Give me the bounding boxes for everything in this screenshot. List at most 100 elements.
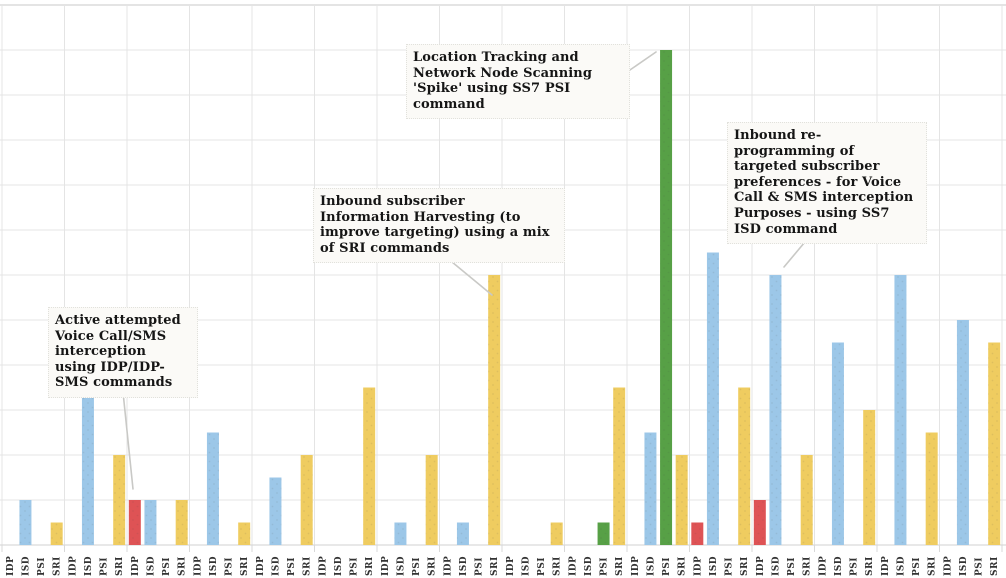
bar-texture-sri-group15 bbox=[925, 432, 938, 545]
x-axis-label-sri-group13: SRI bbox=[803, 556, 813, 576]
x-axis-label-sri-group7: SRI bbox=[428, 556, 438, 576]
x-axis-label-sri-group16: SRI bbox=[990, 556, 1000, 576]
x-axis-label-psi-group4: PSI bbox=[225, 557, 235, 576]
x-axis-label-isd-group10: ISD bbox=[584, 556, 594, 576]
x-axis-label-sri-group4: SRI bbox=[240, 556, 250, 576]
x-axis-label-psi-group2: PSI bbox=[100, 557, 110, 576]
x-axis-label-psi-group15: PSI bbox=[912, 557, 922, 576]
annotation-sri-harvest: Inbound subscriber Information Harvestin… bbox=[313, 188, 565, 264]
x-axis-label-psi-group7: PSI bbox=[412, 557, 422, 576]
x-axis-label-sri-group10: SRI bbox=[615, 556, 625, 576]
x-axis-label-psi-group12: PSI bbox=[725, 557, 735, 576]
x-axis-label-isd-group4: ISD bbox=[209, 556, 219, 576]
bar-texture-sri-group9 bbox=[550, 522, 563, 545]
bar-texture-psi-group10 bbox=[597, 522, 610, 545]
x-axis-label-sri-group6: SRI bbox=[365, 556, 375, 576]
bar-texture-isd-group2 bbox=[81, 387, 94, 545]
x-axis-label-isd-group5: ISD bbox=[271, 556, 281, 576]
x-axis-label-psi-group16: PSI bbox=[975, 557, 985, 576]
bar-texture-isd-group4 bbox=[206, 432, 219, 545]
bar-texture-isd-group3 bbox=[144, 500, 157, 545]
annotation-idp-intercept: Active attempted Voice Call/SMS intercep… bbox=[48, 307, 198, 398]
bar-texture-isd-group15 bbox=[894, 275, 907, 545]
bar-texture-isd-group7 bbox=[394, 522, 407, 545]
leader-psi-spike bbox=[626, 51, 657, 73]
x-axis-label-idp-group10: IDP bbox=[568, 556, 578, 576]
bar-texture-idp-group13 bbox=[753, 500, 766, 545]
x-axis-label-psi-group5: PSI bbox=[287, 557, 297, 576]
annotation-isd-reprog: Inbound re-programming of targeted subsc… bbox=[727, 122, 927, 245]
x-axis-label-isd-group1: ISD bbox=[21, 556, 31, 576]
x-axis-label-sri-group15: SRI bbox=[928, 556, 938, 576]
x-axis-label-idp-group3: IDP bbox=[131, 556, 141, 576]
x-axis-label-idp-group11: IDP bbox=[631, 556, 641, 576]
x-axis-label-idp-group9: IDP bbox=[506, 556, 516, 576]
leader-idp-intercept bbox=[122, 391, 134, 490]
bar-texture-sri-group13 bbox=[800, 455, 813, 545]
bar-texture-isd-group13 bbox=[769, 275, 782, 545]
x-axis-label-psi-group14: PSI bbox=[850, 557, 860, 576]
bar-texture-sri-group7 bbox=[425, 455, 438, 545]
bar-texture-isd-group16 bbox=[956, 320, 969, 545]
annotation-psi-spike: Location Tracking and Network Node Scann… bbox=[406, 44, 630, 120]
x-axis-label-idp-group2: IDP bbox=[68, 556, 78, 576]
x-axis-label-sri-group11: SRI bbox=[678, 556, 688, 576]
bar-texture-sri-group8 bbox=[488, 275, 501, 545]
x-axis-label-isd-group7: ISD bbox=[396, 556, 406, 576]
x-axis-label-idp-group15: IDP bbox=[881, 556, 891, 576]
x-axis-label-idp-group4: IDP bbox=[193, 556, 203, 576]
x-axis-label-idp-group5: IDP bbox=[256, 556, 266, 576]
x-axis-label-idp-group8: IDP bbox=[443, 556, 453, 576]
x-axis-label-isd-group6: ISD bbox=[334, 556, 344, 576]
x-axis-label-idp-group6: IDP bbox=[318, 556, 328, 576]
x-axis-label-sri-group9: SRI bbox=[553, 556, 563, 576]
bar-texture-isd-group5 bbox=[269, 477, 282, 545]
x-axis-label-psi-group6: PSI bbox=[350, 557, 360, 576]
x-axis-label-sri-group3: SRI bbox=[178, 556, 188, 576]
bar-texture-isd-group8 bbox=[456, 522, 469, 545]
bar-texture-sri-group6 bbox=[363, 387, 376, 545]
x-axis-label-idp-group12: IDP bbox=[693, 556, 703, 576]
x-axis-label-idp-group13: IDP bbox=[756, 556, 766, 576]
x-axis-label-isd-group9: ISD bbox=[521, 556, 531, 576]
x-axis-label-sri-group5: SRI bbox=[303, 556, 313, 576]
x-axis-label-idp-group16: IDP bbox=[943, 556, 953, 576]
x-axis-label-psi-group10: PSI bbox=[600, 557, 610, 576]
x-axis-label-sri-group1: SRI bbox=[53, 556, 63, 576]
bar-texture-sri-group4 bbox=[238, 522, 251, 545]
x-axis-label-sri-group2: SRI bbox=[115, 556, 125, 576]
x-axis-label-isd-group8: ISD bbox=[459, 556, 469, 576]
x-axis-label-idp-group1: IDP bbox=[6, 556, 16, 576]
x-axis-label-idp-group14: IDP bbox=[818, 556, 828, 576]
bar-texture-sri-group16 bbox=[988, 342, 1001, 545]
bar-texture-isd-group11 bbox=[644, 432, 657, 545]
x-axis-label-sri-group14: SRI bbox=[865, 556, 875, 576]
bar-texture-sri-group10 bbox=[613, 387, 626, 545]
x-axis-label-psi-group13: PSI bbox=[787, 557, 797, 576]
x-axis-label-sri-group12: SRI bbox=[740, 556, 750, 576]
bar-texture-sri-group3 bbox=[175, 500, 188, 545]
x-axis-label-isd-group11: ISD bbox=[646, 556, 656, 576]
bar-texture-isd-group1 bbox=[19, 500, 32, 545]
x-axis-label-isd-group2: ISD bbox=[84, 556, 94, 576]
bar-texture-idp-group12 bbox=[691, 522, 704, 545]
bar-texture-psi-group11 bbox=[660, 50, 673, 545]
x-axis-label-isd-group12: ISD bbox=[709, 556, 719, 576]
bar-texture-sri-group12 bbox=[738, 387, 751, 545]
x-axis-label-isd-group3: ISD bbox=[146, 556, 156, 576]
bar-texture-idp-group3 bbox=[128, 500, 141, 545]
x-axis-label-psi-group11: PSI bbox=[662, 557, 672, 576]
bar-texture-sri-group5 bbox=[300, 455, 313, 545]
bar-texture-sri-group1 bbox=[50, 522, 63, 545]
x-axis-label-isd-group13: ISD bbox=[771, 556, 781, 576]
bar-texture-isd-group14 bbox=[831, 342, 844, 545]
x-axis-label-idp-group7: IDP bbox=[381, 556, 391, 576]
x-axis-label-psi-group1: PSI bbox=[37, 557, 47, 576]
bar-texture-sri-group11 bbox=[675, 455, 688, 545]
x-axis-label-psi-group9: PSI bbox=[537, 557, 547, 576]
x-axis-label-isd-group16: ISD bbox=[959, 556, 969, 576]
x-axis-label-psi-group8: PSI bbox=[475, 557, 485, 576]
x-axis-label-psi-group3: PSI bbox=[162, 557, 172, 576]
